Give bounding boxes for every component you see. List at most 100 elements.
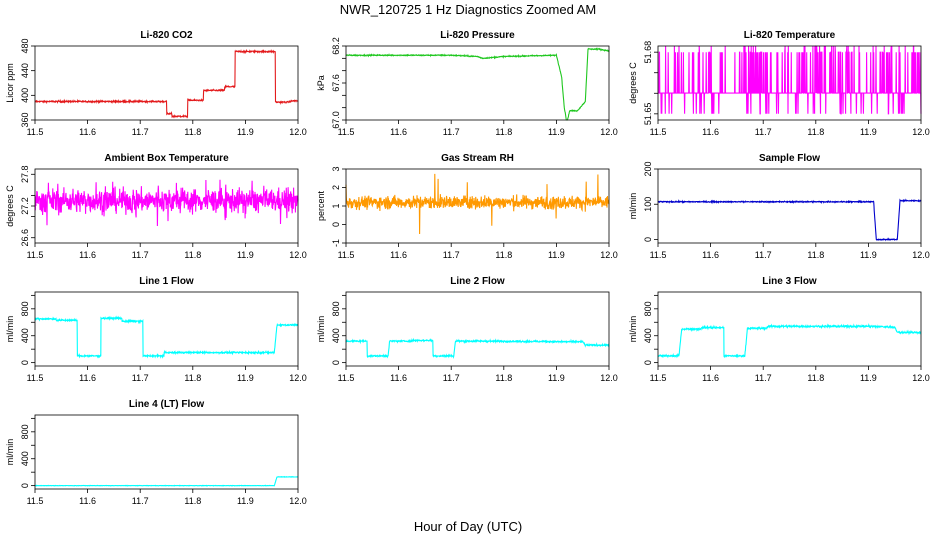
x-tick-label: 11.6 bbox=[79, 250, 96, 260]
x-tick-label: 11.9 bbox=[548, 373, 565, 383]
x-tick-label: 11.7 bbox=[755, 127, 772, 137]
x-tick-label: 11.5 bbox=[27, 496, 44, 506]
x-tick-label: 11.8 bbox=[184, 127, 201, 137]
y-axis-label: ml/min bbox=[5, 316, 15, 343]
panel-0: Li-820 CO2 11.5 11.6 11.7 11.8 11.9 12.0 360 400… bbox=[5, 30, 307, 137]
y-tick-label: 0 bbox=[331, 222, 341, 227]
plot-frame bbox=[345, 291, 610, 367]
y-tick-label: 360 bbox=[20, 112, 30, 127]
x-tick-label: 11.7 bbox=[755, 373, 772, 383]
y-tick-label: 400 bbox=[20, 451, 30, 466]
panel-4: Gas Stream RH 11.5 11.6 11.7 11.8 11.9 12.0 -1 0… bbox=[316, 153, 618, 260]
x-tick-label: 11.9 bbox=[860, 250, 877, 260]
y-tick-label: 0 bbox=[643, 237, 653, 242]
panel-title: Line 2 Flow bbox=[450, 276, 505, 287]
y-tick-label: 0 bbox=[643, 360, 653, 365]
x-tick-label: 11.7 bbox=[443, 250, 460, 260]
x-tick-label: 11.5 bbox=[27, 127, 44, 137]
x-tick-label: 11.9 bbox=[860, 373, 877, 383]
x-tick-label: 11.6 bbox=[390, 127, 407, 137]
y-axis-label: ml/min bbox=[316, 316, 326, 343]
x-tick-label: 11.5 bbox=[27, 373, 44, 383]
x-tick-label: 11.6 bbox=[702, 250, 719, 260]
y-tick-label: 800 bbox=[331, 301, 341, 316]
x-tick-label: 12.0 bbox=[289, 250, 307, 260]
y-tick-label: 400 bbox=[643, 328, 653, 343]
x-tick-label: 11.5 bbox=[338, 250, 355, 260]
y-tick-label: 0 bbox=[20, 483, 30, 488]
plot-frame bbox=[345, 45, 610, 121]
x-tick-label: 12.0 bbox=[912, 373, 930, 383]
y-tick-label: 51.65 bbox=[643, 103, 653, 126]
panel-1: Li-820 Pressure 11.5 11.6 11.7 11.8 11.9 12.0 6… bbox=[316, 30, 618, 137]
x-tick-label: 11.7 bbox=[443, 127, 460, 137]
y-tick-label: 27.2 bbox=[20, 197, 30, 215]
series-line bbox=[34, 315, 299, 359]
y-tick-label: 1 bbox=[331, 203, 341, 208]
x-tick-label: 11.6 bbox=[79, 127, 96, 137]
x-tick-label: 11.6 bbox=[79, 373, 96, 383]
y-tick-label: 400 bbox=[331, 328, 341, 343]
panel-title: Line 3 Flow bbox=[762, 276, 817, 287]
x-tick-label: 11.9 bbox=[237, 127, 254, 137]
panel-title: Li-820 Pressure bbox=[440, 30, 515, 41]
x-tick-label: 12.0 bbox=[289, 496, 307, 506]
x-tick-label: 11.8 bbox=[807, 373, 824, 383]
y-tick-label: 0 bbox=[20, 360, 30, 365]
panel-3: Ambient Box Temperature 11.5 11.6 11.7 11.8 1… bbox=[5, 153, 307, 260]
series-line bbox=[34, 475, 299, 487]
y-axis-label: percent bbox=[316, 190, 326, 221]
y-tick-label: 200 bbox=[643, 161, 653, 176]
x-tick-label: 11.7 bbox=[443, 373, 460, 383]
y-axis-label: ml/min bbox=[628, 316, 638, 343]
y-tick-label: 800 bbox=[643, 301, 653, 316]
x-tick-label: 11.9 bbox=[548, 250, 565, 260]
series-line bbox=[657, 322, 922, 359]
x-tick-label: 11.8 bbox=[807, 250, 824, 260]
series-line bbox=[34, 48, 299, 119]
y-tick-label: 800 bbox=[20, 301, 30, 316]
series-line bbox=[657, 198, 922, 242]
x-tick-label: 11.9 bbox=[237, 496, 254, 506]
panel-title: Sample Flow bbox=[759, 153, 820, 164]
x-tick-label: 12.0 bbox=[600, 250, 618, 260]
panel-9: Line 4 (LT) Flow 11.5 11.6 11.7 11.8 11.9 12.0… bbox=[5, 399, 307, 506]
panel-title: Line 4 (LT) Flow bbox=[129, 399, 205, 410]
series-line bbox=[345, 337, 610, 359]
y-tick-label: 400 bbox=[20, 88, 30, 103]
panel-title: Line 1 Flow bbox=[139, 276, 194, 287]
x-tick-label: 11.5 bbox=[27, 250, 44, 260]
panel-5: Sample Flow 11.5 11.6 11.7 11.8 11.9 12.0 0 100 2… bbox=[628, 153, 930, 260]
x-tick-label: 11.7 bbox=[132, 373, 149, 383]
x-tick-label: 11.5 bbox=[338, 373, 355, 383]
panel-title: Gas Stream RH bbox=[441, 153, 514, 164]
x-tick-label: 11.5 bbox=[650, 373, 667, 383]
x-tick-label: 11.9 bbox=[860, 127, 877, 137]
y-tick-label: 67.0 bbox=[331, 111, 341, 129]
plot-frame bbox=[657, 45, 922, 121]
x-tick-label: 11.8 bbox=[495, 250, 512, 260]
series-line bbox=[345, 173, 610, 235]
x-tick-label: 11.8 bbox=[807, 127, 824, 137]
x-tick-label: 11.6 bbox=[390, 250, 407, 260]
plot-frame bbox=[657, 168, 922, 244]
x-tick-label: 11.6 bbox=[702, 373, 719, 383]
x-tick-label: 12.0 bbox=[289, 373, 307, 383]
x-tick-label: 11.7 bbox=[132, 127, 149, 137]
x-tick-label: 12.0 bbox=[912, 127, 930, 137]
y-tick-label: 67.6 bbox=[331, 74, 341, 92]
x-tick-label: 11.9 bbox=[237, 250, 254, 260]
y-tick-label: 2 bbox=[331, 185, 341, 190]
x-tick-label: 11.8 bbox=[184, 250, 201, 260]
plot-frame bbox=[34, 291, 299, 367]
plot-frame bbox=[34, 45, 299, 121]
panel-grid: Li-820 CO2 11.5 11.6 11.7 11.8 11.9 12.0 360 400… bbox=[5, 30, 930, 506]
y-axis-label: ml/min bbox=[5, 439, 15, 466]
y-tick-label: 3 bbox=[331, 166, 341, 171]
x-tick-label: 11.7 bbox=[132, 250, 149, 260]
y-axis-label: degrees C bbox=[5, 185, 15, 227]
panel-title: Li-820 CO2 bbox=[140, 30, 193, 41]
x-tick-label: 12.0 bbox=[600, 127, 618, 137]
panel-7: Line 2 Flow 11.5 11.6 11.7 11.8 11.9 12.0 0 400 8… bbox=[316, 276, 618, 383]
